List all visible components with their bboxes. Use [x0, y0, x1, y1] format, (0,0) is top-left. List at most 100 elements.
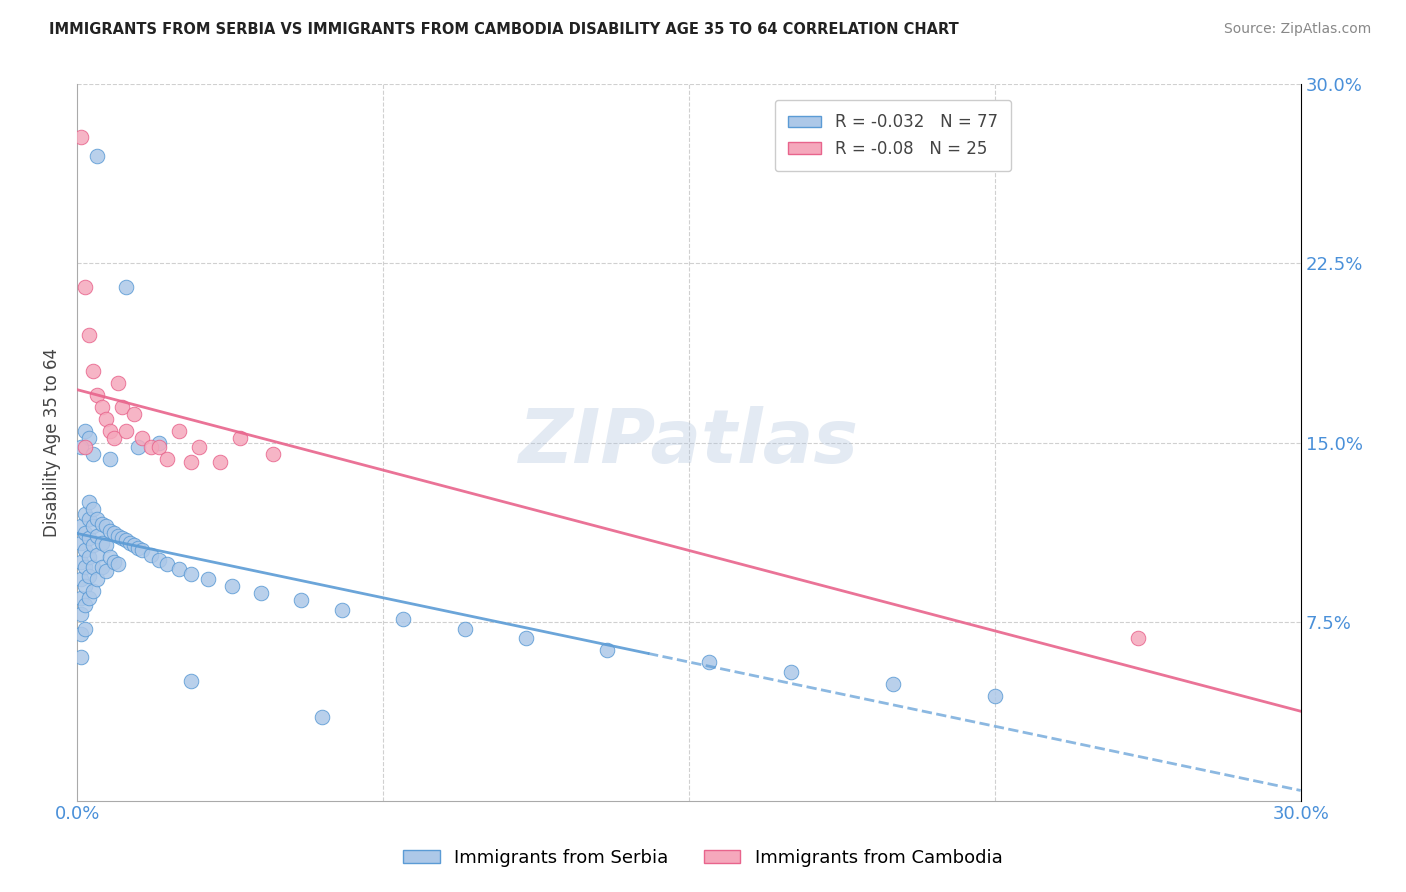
- Point: [330, 602, 353, 616]
- Point: [98, 550, 121, 565]
- Point: [75, 440, 97, 454]
- Point: [86, 388, 108, 402]
- Point: [208, 455, 231, 469]
- Point: [70, 519, 93, 533]
- Point: [127, 541, 149, 555]
- Point: [221, 579, 243, 593]
- Point: [148, 435, 170, 450]
- Point: [90, 400, 112, 414]
- Point: [180, 455, 202, 469]
- Point: [120, 536, 142, 550]
- Point: [70, 591, 93, 605]
- Point: [79, 569, 101, 583]
- Point: [70, 607, 93, 622]
- Point: [122, 407, 145, 421]
- Point: [70, 440, 93, 454]
- Point: [82, 447, 104, 461]
- Point: [249, 586, 271, 600]
- Point: [86, 548, 108, 562]
- Point: [697, 655, 720, 669]
- Point: [229, 431, 252, 445]
- Point: [167, 424, 190, 438]
- Point: [167, 562, 190, 576]
- Point: [127, 440, 149, 454]
- Point: [180, 674, 202, 689]
- Point: [139, 548, 162, 562]
- Point: [75, 280, 97, 294]
- Point: [94, 538, 117, 552]
- Point: [79, 550, 101, 565]
- Point: [70, 572, 93, 586]
- Point: [392, 612, 415, 626]
- Point: [75, 507, 97, 521]
- Point: [79, 591, 101, 605]
- Point: [984, 689, 1007, 703]
- Point: [98, 452, 121, 467]
- Point: [70, 130, 93, 145]
- Point: [453, 622, 475, 636]
- Point: [779, 665, 801, 679]
- Point: [86, 528, 108, 542]
- Point: [180, 566, 202, 581]
- Point: [115, 280, 138, 294]
- Point: [156, 452, 179, 467]
- Point: [90, 536, 112, 550]
- Point: [107, 558, 129, 572]
- Point: [90, 559, 112, 574]
- Legend: R = -0.032   N = 77, R = -0.08   N = 25: R = -0.032 N = 77, R = -0.08 N = 25: [775, 100, 1011, 171]
- Point: [290, 593, 312, 607]
- Point: [75, 543, 97, 558]
- Point: [107, 376, 129, 390]
- Point: [515, 632, 537, 646]
- Point: [131, 543, 153, 558]
- Point: [75, 598, 97, 612]
- Point: [70, 536, 93, 550]
- Text: ZIPatlas: ZIPatlas: [519, 406, 859, 479]
- Point: [90, 516, 112, 531]
- Point: [98, 424, 121, 438]
- Point: [82, 559, 104, 574]
- Point: [111, 531, 134, 545]
- Point: [111, 400, 134, 414]
- Point: [115, 424, 138, 438]
- Point: [86, 572, 108, 586]
- Point: [75, 559, 97, 574]
- Point: [86, 149, 108, 163]
- Point: [70, 650, 93, 665]
- Point: [82, 583, 104, 598]
- Point: [103, 431, 125, 445]
- Point: [86, 512, 108, 526]
- Point: [82, 538, 104, 552]
- Point: [75, 424, 97, 438]
- Point: [79, 531, 101, 545]
- Point: [79, 328, 101, 343]
- Y-axis label: Disability Age 35 to 64: Disability Age 35 to 64: [44, 348, 60, 537]
- Point: [75, 622, 97, 636]
- Point: [75, 526, 97, 541]
- Point: [1126, 632, 1149, 646]
- Point: [596, 643, 619, 657]
- Point: [94, 565, 117, 579]
- Point: [107, 528, 129, 542]
- Text: IMMIGRANTS FROM SERBIA VS IMMIGRANTS FROM CAMBODIA DISABILITY AGE 35 TO 64 CORRE: IMMIGRANTS FROM SERBIA VS IMMIGRANTS FRO…: [49, 22, 959, 37]
- Point: [188, 440, 211, 454]
- Point: [131, 431, 153, 445]
- Point: [156, 558, 179, 572]
- Point: [79, 495, 101, 509]
- Point: [262, 447, 284, 461]
- Point: [122, 538, 145, 552]
- Point: [82, 502, 104, 516]
- Point: [139, 440, 162, 454]
- Point: [882, 676, 904, 690]
- Point: [98, 524, 121, 538]
- Point: [82, 519, 104, 533]
- Point: [94, 519, 117, 533]
- Point: [79, 512, 101, 526]
- Point: [70, 626, 93, 640]
- Text: Source: ZipAtlas.com: Source: ZipAtlas.com: [1223, 22, 1371, 37]
- Legend: Immigrants from Serbia, Immigrants from Cambodia: Immigrants from Serbia, Immigrants from …: [396, 842, 1010, 874]
- Point: [197, 572, 219, 586]
- Point: [148, 552, 170, 566]
- Point: [148, 440, 170, 454]
- Point: [103, 555, 125, 569]
